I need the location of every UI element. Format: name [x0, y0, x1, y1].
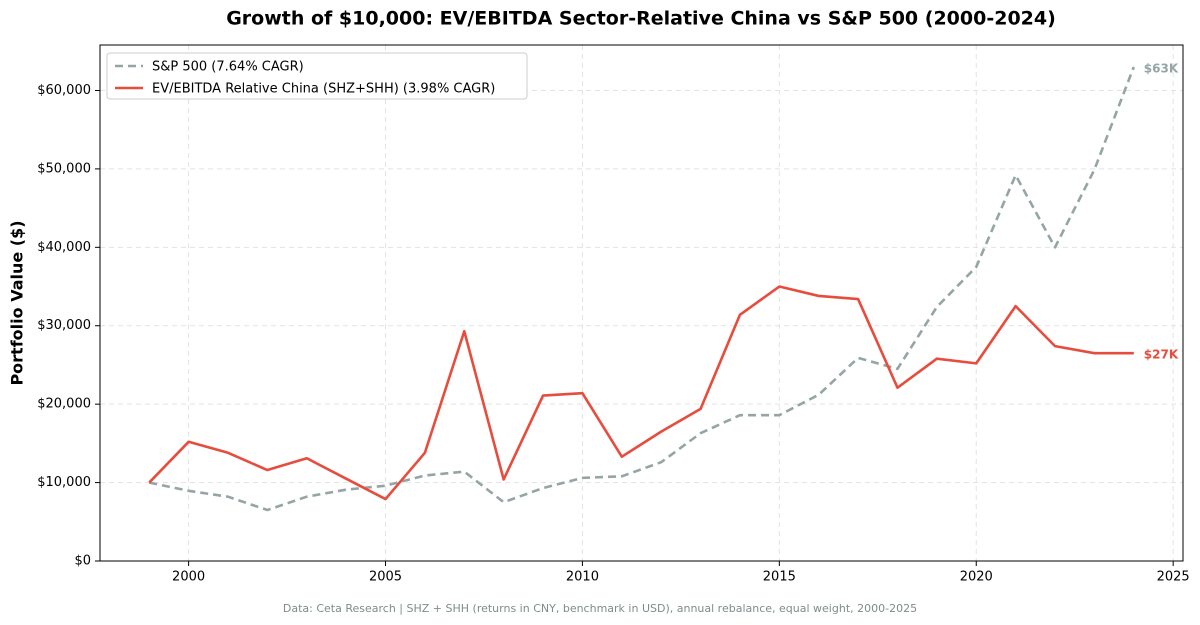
x-tick-label: 2010 — [566, 570, 599, 585]
y-tick-label: $40,000 — [37, 240, 91, 255]
chart-title: Growth of $10,000: EV/EBITDA Sector-Rela… — [226, 8, 1056, 30]
source-note: Data: Ceta Research | SHZ + SHH (returns… — [283, 602, 917, 615]
y-tick-label: $20,000 — [37, 397, 91, 412]
x-tick-label: 2015 — [763, 570, 796, 585]
x-tick-label: 2000 — [172, 570, 205, 585]
legend-label: S&P 500 (7.64% CAGR) — [152, 60, 304, 75]
plot-frame — [99, 44, 1184, 562]
series-line — [148, 66, 1135, 512]
y-tick-label: $30,000 — [37, 318, 91, 333]
y-tick-label: $50,000 — [37, 161, 91, 176]
y-tick-label: $10,000 — [37, 475, 91, 490]
series-line — [148, 285, 1134, 501]
y-axis-label: Portfolio Value ($) — [8, 220, 27, 385]
y-tick-label: $60,000 — [37, 83, 91, 98]
end-label: $63K — [1144, 61, 1179, 75]
legend-label: EV/EBITDA Relative China (SHZ+SHH) (3.98… — [152, 82, 495, 97]
legend-box — [106, 52, 528, 100]
end-label: $27K — [1144, 348, 1179, 362]
y-tick-label: $0 — [74, 554, 91, 569]
x-tick-label: 2025 — [1157, 570, 1190, 585]
x-tick-label: 2020 — [960, 570, 993, 585]
x-tick-label: 2005 — [369, 570, 402, 585]
